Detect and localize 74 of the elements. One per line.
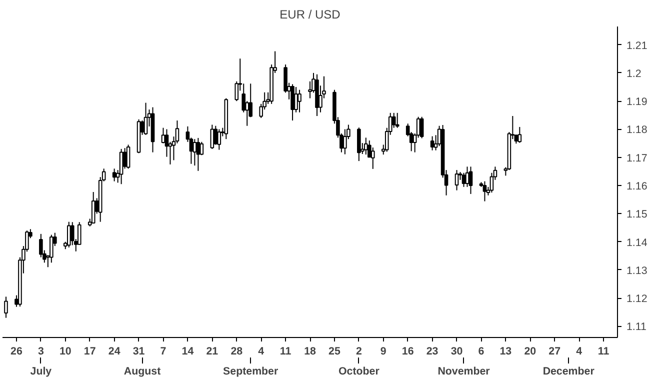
candlestick [126,144,130,170]
candlestick [161,127,166,144]
x-tick-label: 21 [206,346,218,358]
candlestick [119,148,124,185]
candlestick [482,180,487,202]
candlestick [371,147,375,170]
x-tick-label: 25 [328,346,340,358]
candlestick [518,126,522,144]
x-tick-label: 17 [84,346,96,358]
y-tick-label: 1.12 [626,293,648,306]
candlestick [144,102,148,136]
candlestick [392,112,396,128]
y-tick-label: 1.18 [626,124,648,136]
x-tick-label: 24 [108,346,120,358]
x-tick-label: 28 [230,346,243,358]
x-tick-label: 20 [524,346,536,358]
y-tick-label: 1.11 [626,321,647,334]
x-tick-label: 18 [304,346,316,358]
x2-tick-label: November [438,366,490,378]
y-tick-label: 1.2 [626,68,642,80]
x-tick-label: 13 [500,346,512,358]
candlestick [200,141,204,156]
x-tick-label: 11 [598,346,610,358]
x-tick-label: 27 [548,346,561,358]
x-tick-label: 3 [38,346,44,358]
x-tick-label: 16 [402,346,414,358]
candlestick [298,89,302,113]
x-tick-label: 4 [576,346,582,358]
candlestick [420,116,424,139]
candlestick [290,84,294,122]
candlestick [196,137,200,172]
candlestick [112,168,116,182]
x-tick-label: 26 [10,346,22,358]
candlestick [343,128,347,155]
candlestick [91,191,96,224]
x-tick-label: 14 [182,346,194,358]
x-tick-label: 31 [132,346,145,358]
x-tick-label: 11 [280,346,292,358]
x-tick-label: 4 [258,346,264,358]
x2-tick-label: August [124,366,162,378]
candlestick [50,234,54,264]
candlestick [454,170,459,191]
y-tick-label: 1.21 [626,40,648,52]
x-tick-label: 6 [478,346,484,358]
candlestick [465,166,470,188]
candlestick [210,124,214,150]
x-tick-label: 7 [160,346,166,358]
y-tick-label: 1.19 [626,96,648,108]
x2-tick-label: September [223,366,278,378]
candlestick [462,172,466,188]
x2-tick-label: July [30,366,52,378]
candlestick [468,166,473,194]
x-tick-label: 9 [380,346,386,358]
chart-title: EUR / USD [280,8,341,22]
candlestick [357,127,361,162]
x-tick-label: 10 [59,346,72,358]
y-tick-label: 1.16 [626,180,648,193]
y-tick-label: 1.17 [626,152,648,164]
candlestick [66,221,71,248]
candlestick [395,112,400,128]
y-tick-label: 1.15 [626,208,648,221]
x2-tick-label: December [542,366,594,378]
candlestick [294,86,298,113]
candlestick [192,138,197,166]
candlestick [4,296,8,318]
x-tick-label: 2 [356,346,362,358]
x-tick-label: 30 [450,346,463,358]
candlestick [364,137,368,156]
y-tick-label: 1.13 [626,264,648,277]
candlestick [430,136,434,151]
x-tick-label: 23 [426,346,438,358]
y-tick-label: 1.14 [626,236,648,249]
x2-tick-label: October [338,366,380,378]
candlestick [217,128,222,150]
